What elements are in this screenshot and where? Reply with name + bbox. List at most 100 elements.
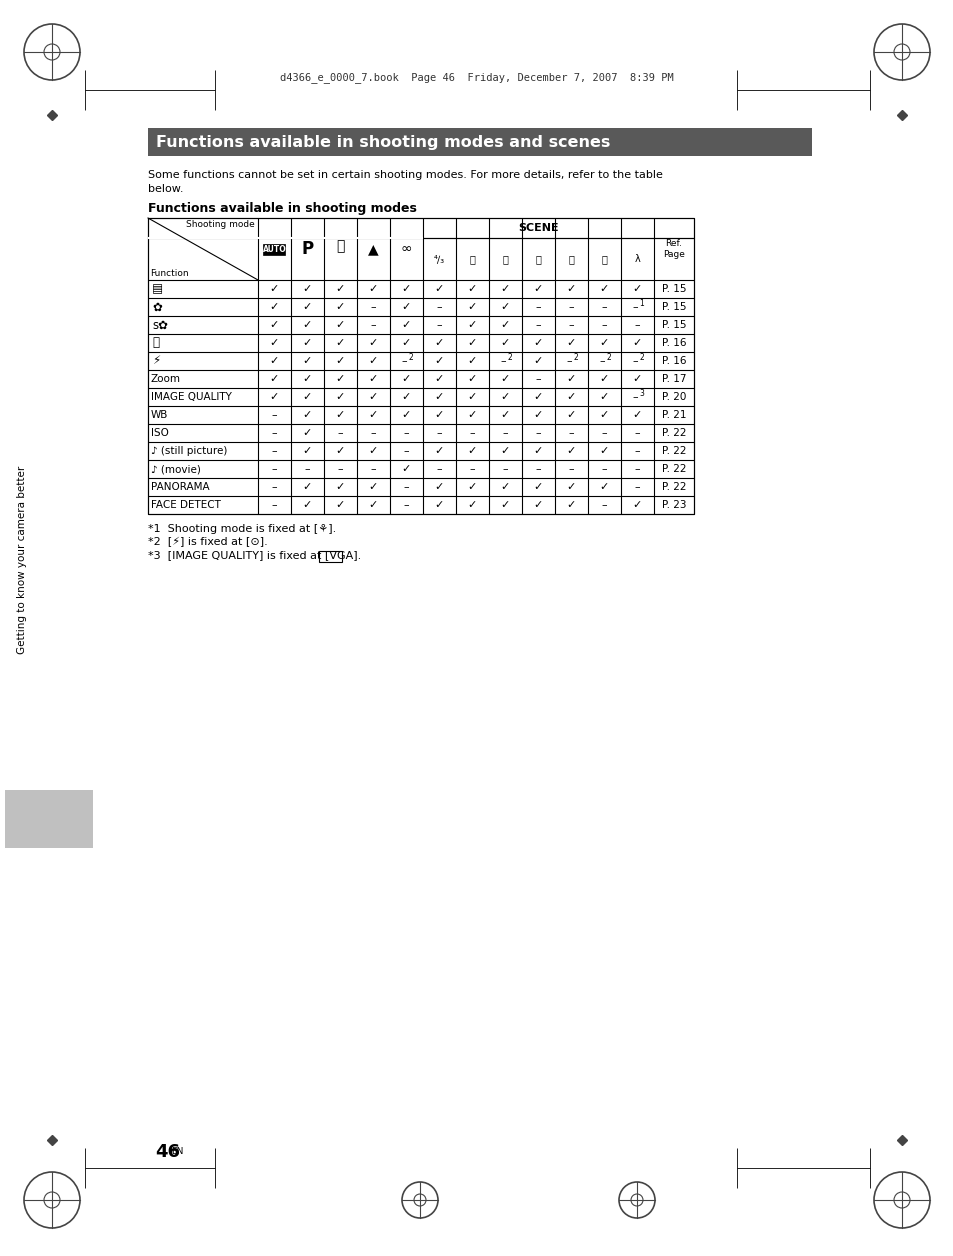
Text: –: – [536,374,540,384]
Text: ✓: ✓ [467,500,476,510]
Text: ✓: ✓ [566,284,576,294]
Text: –: – [601,463,607,474]
Text: –: – [632,355,638,365]
Text: ⏱: ⏱ [152,337,159,349]
Text: ✓: ✓ [467,355,476,365]
Bar [148,219,693,514]
Text: ✓: ✓ [335,320,345,330]
Bar [263,244,285,255]
Text: 2: 2 [408,353,413,362]
Text: ✓: ✓ [369,482,377,492]
Text: P. 22: P. 22 [661,428,685,438]
Text: ✓: ✓ [632,500,641,510]
Text: ♪ (still picture): ♪ (still picture) [151,446,227,456]
Text: ✓: ✓ [500,284,510,294]
Text: Zoom: Zoom [151,374,181,384]
Text: ✓: ✓ [401,320,411,330]
Text: –: – [403,446,409,456]
Text: ✓: ✓ [302,482,312,492]
Text: ✓: ✓ [401,463,411,474]
Text: ✓: ✓ [500,374,510,384]
Text: ✓: ✓ [335,446,345,456]
Text: ✓: ✓ [369,374,377,384]
Text: ▲: ▲ [368,242,378,256]
Text: –: – [469,463,475,474]
Text: ✓: ✓ [566,409,576,420]
Text: ✓: ✓ [632,374,641,384]
Text: ✓: ✓ [369,284,377,294]
Text: ✓: ✓ [270,355,279,365]
Text: ✓: ✓ [435,374,444,384]
Text: –: – [536,463,540,474]
Text: ✓: ✓ [335,338,345,348]
Text: –: – [272,446,277,456]
Text: P. 20: P. 20 [661,392,685,402]
Text: ✓: ✓ [599,446,609,456]
Text: ✓: ✓ [500,482,510,492]
Text: *3  [IMAGE QUALITY] is fixed at [VGA].: *3 [IMAGE QUALITY] is fixed at [VGA]. [148,550,361,560]
Text: ✓: ✓ [566,392,576,402]
Text: 2: 2 [573,353,578,362]
Text: –: – [634,482,639,492]
Text: ✓: ✓ [369,338,377,348]
Text: –: – [337,428,343,438]
Text: –: – [632,301,638,311]
Bar [318,551,341,561]
Text: ✓: ✓ [369,355,377,365]
Text: –: – [502,463,508,474]
Text: Ref.
Page: Ref. Page [662,239,684,259]
Text: EN: EN [171,1147,183,1156]
Text: –: – [568,428,574,438]
Text: –: – [634,446,639,456]
Text: –: – [272,428,277,438]
Text: ✓: ✓ [467,482,476,492]
Text: Functions available in shooting modes: Functions available in shooting modes [148,202,416,215]
Text: ✓: ✓ [566,500,576,510]
Text: –: – [436,301,442,311]
Text: ✓: ✓ [500,301,510,311]
Text: ✓: ✓ [335,284,345,294]
Text: ▤: ▤ [152,283,163,295]
Text: ✓: ✓ [302,284,312,294]
Text: ✓: ✓ [335,355,345,365]
Text: ✓: ✓ [401,392,411,402]
Text: ✓: ✓ [534,284,542,294]
Text: SCENE: SCENE [517,224,558,234]
Text: –: – [536,301,540,311]
Text: ✓: ✓ [401,338,411,348]
Text: WB: WB [151,409,168,420]
Text: –: – [500,355,506,365]
Text: 📄: 📄 [601,254,607,264]
Text: –: – [272,409,277,420]
Text: 3: 3 [639,388,643,397]
Text: –: – [403,482,409,492]
Text: Functions available in shooting modes and scenes: Functions available in shooting modes an… [156,134,610,149]
Bar [148,128,811,156]
Text: Getting to know your camera better: Getting to know your camera better [17,466,27,654]
Text: –: – [436,428,442,438]
Text: –: – [601,428,607,438]
Text: ✓: ✓ [500,500,510,510]
Text: s✿: s✿ [152,319,168,332]
Text: ✓: ✓ [599,482,609,492]
Text: ✓: ✓ [566,374,576,384]
Text: 🌅: 🌅 [568,254,574,264]
Text: IMAGE QUALITY: IMAGE QUALITY [151,392,232,402]
Text: FACE DETECT: FACE DETECT [151,500,221,510]
Text: –: – [272,482,277,492]
Text: –: – [536,428,540,438]
Text: –: – [632,392,638,402]
Text: –: – [502,428,508,438]
Text: ✓: ✓ [369,500,377,510]
Text: P. 22: P. 22 [661,446,685,456]
Text: ✓: ✓ [632,338,641,348]
Text: *2  [⚡] is fixed at [⊙].: *2 [⚡] is fixed at [⊙]. [148,538,268,548]
Text: ∞: ∞ [400,242,412,256]
Text: λ: λ [634,254,639,264]
Text: P. 15: P. 15 [661,301,685,311]
Text: ✓: ✓ [534,482,542,492]
Text: *1  Shooting mode is fixed at [⚘].: *1 Shooting mode is fixed at [⚘]. [148,524,335,534]
Text: 46: 46 [154,1143,180,1161]
Text: below.: below. [148,183,183,193]
Text: –: – [536,320,540,330]
